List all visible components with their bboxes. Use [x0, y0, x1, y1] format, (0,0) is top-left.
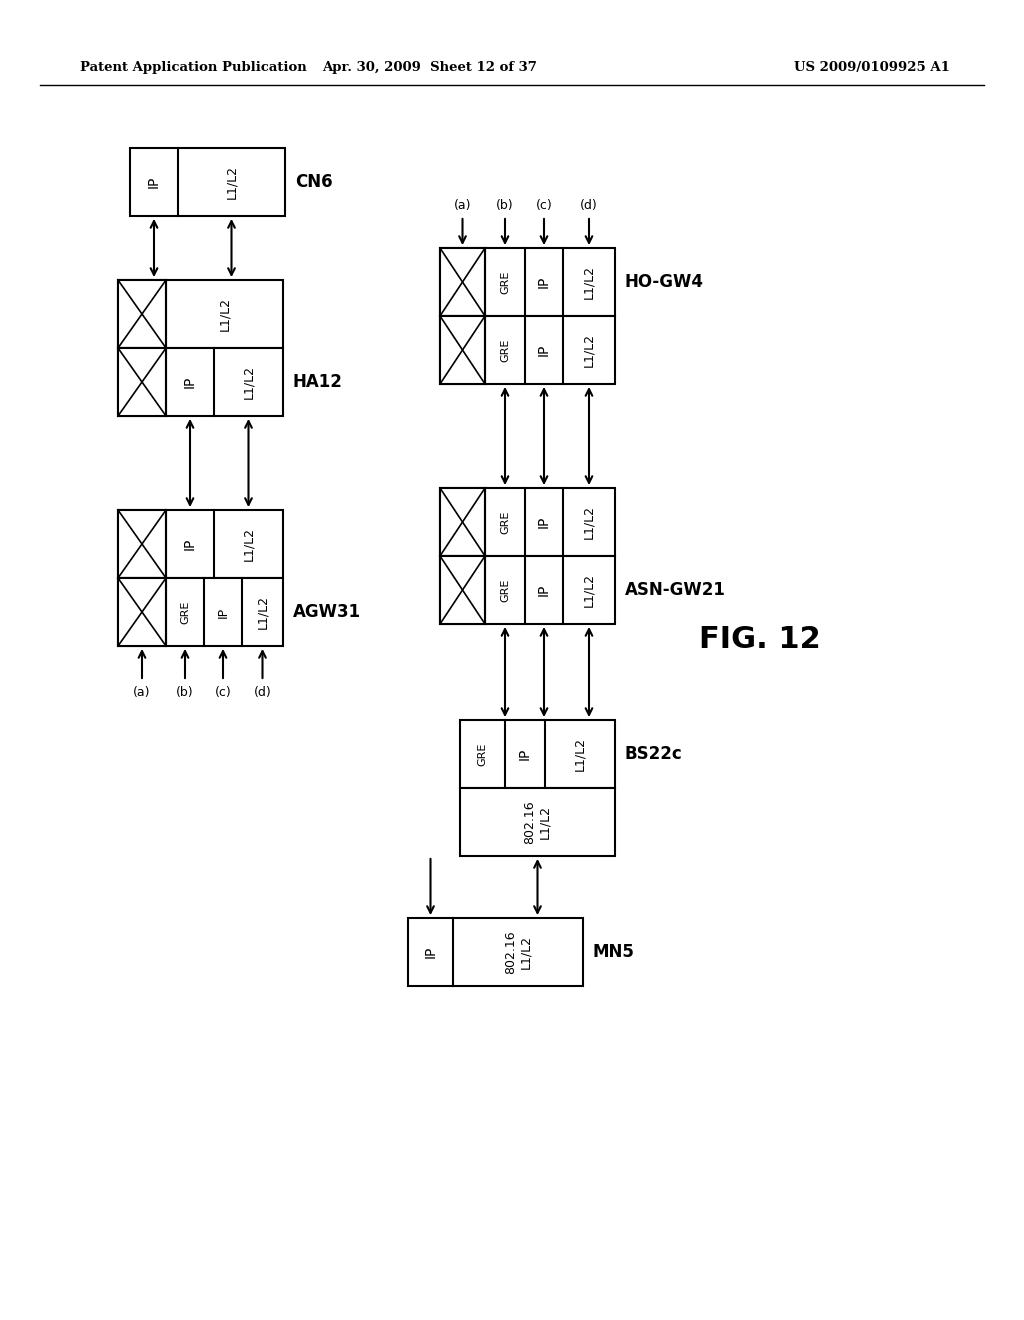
- Text: IP: IP: [147, 176, 161, 189]
- Text: FIG. 12: FIG. 12: [699, 626, 821, 655]
- Bar: [130, 148, 285, 216]
- Text: L1/L2: L1/L2: [583, 506, 596, 539]
- Text: L1/L2: L1/L2: [573, 737, 587, 771]
- Text: 802.16
L1/L2: 802.16 L1/L2: [504, 931, 532, 974]
- Text: IP: IP: [183, 376, 197, 388]
- Text: ASN-GW21: ASN-GW21: [625, 581, 726, 599]
- Text: (b): (b): [497, 199, 514, 213]
- Text: L1/L2: L1/L2: [242, 366, 255, 399]
- Text: IP: IP: [216, 606, 229, 618]
- Bar: [460, 719, 615, 788]
- Bar: [118, 348, 283, 416]
- Text: (d): (d): [581, 199, 598, 213]
- Text: L1/L2: L1/L2: [256, 595, 269, 630]
- Text: Patent Application Publication: Patent Application Publication: [80, 62, 307, 74]
- Bar: [440, 315, 615, 384]
- Bar: [118, 578, 166, 645]
- Bar: [118, 348, 166, 416]
- Text: 802.16
L1/L2: 802.16 L1/L2: [523, 800, 552, 843]
- Text: BS22c: BS22c: [625, 744, 683, 763]
- Bar: [440, 556, 615, 624]
- Text: L1/L2: L1/L2: [583, 573, 596, 607]
- Text: HA12: HA12: [293, 374, 343, 391]
- Text: HO-GW4: HO-GW4: [625, 273, 705, 290]
- Text: IP: IP: [537, 516, 551, 528]
- Bar: [118, 510, 166, 578]
- Bar: [440, 556, 485, 624]
- Text: GRE: GRE: [500, 271, 510, 293]
- Text: (a): (a): [454, 199, 471, 213]
- Text: IP: IP: [518, 748, 532, 760]
- Text: L1/L2: L1/L2: [225, 165, 238, 199]
- Bar: [118, 280, 166, 348]
- Text: CN6: CN6: [295, 173, 333, 191]
- Bar: [118, 510, 283, 578]
- Text: IP: IP: [537, 583, 551, 597]
- Text: (c): (c): [536, 199, 552, 213]
- Text: MN5: MN5: [593, 942, 635, 961]
- Text: (a): (a): [133, 686, 151, 700]
- Bar: [408, 917, 583, 986]
- Bar: [440, 248, 615, 315]
- Text: GRE: GRE: [477, 742, 487, 766]
- Bar: [440, 488, 615, 556]
- Bar: [440, 488, 485, 556]
- Text: L1/L2: L1/L2: [583, 265, 596, 300]
- Text: L1/L2: L1/L2: [242, 527, 255, 561]
- Text: L1/L2: L1/L2: [583, 333, 596, 367]
- Bar: [440, 315, 485, 384]
- Text: IP: IP: [183, 537, 197, 550]
- Text: AGW31: AGW31: [293, 603, 361, 620]
- Bar: [118, 578, 283, 645]
- Text: IP: IP: [537, 343, 551, 356]
- Text: Apr. 30, 2009  Sheet 12 of 37: Apr. 30, 2009 Sheet 12 of 37: [323, 62, 538, 74]
- Bar: [118, 280, 283, 348]
- Bar: [440, 248, 485, 315]
- Text: US 2009/0109925 A1: US 2009/0109925 A1: [795, 62, 950, 74]
- Text: (c): (c): [215, 686, 231, 700]
- Text: GRE: GRE: [180, 601, 190, 623]
- Text: GRE: GRE: [500, 511, 510, 533]
- Text: GRE: GRE: [500, 338, 510, 362]
- Bar: [460, 788, 615, 855]
- Text: IP: IP: [537, 276, 551, 288]
- Text: GRE: GRE: [500, 578, 510, 602]
- Text: (b): (b): [176, 686, 194, 700]
- Text: IP: IP: [424, 946, 437, 958]
- Text: L1/L2: L1/L2: [218, 297, 231, 331]
- Text: (d): (d): [254, 686, 271, 700]
